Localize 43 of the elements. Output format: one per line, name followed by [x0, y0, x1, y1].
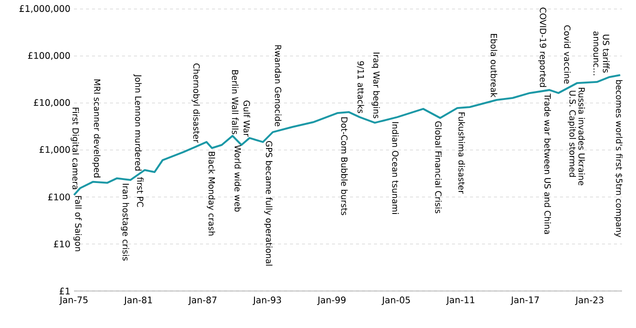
annotation: Iraq War begins [372, 52, 380, 118]
annotation: becomes world's first $5trn company [614, 80, 623, 238]
annotation: COVID-19 reported [538, 8, 546, 87]
annotation: 9/11 attacks [356, 61, 364, 114]
y-tick-label: £1 [60, 288, 70, 294]
x-tick-label: Jan-93 [252, 296, 281, 305]
annotation: Dot-Com Bubble bursts [341, 117, 348, 216]
y-tick-label: £100 [48, 194, 70, 200]
x-tick-label: Jan-87 [188, 296, 216, 305]
annotation: Berlin Wall falls [232, 70, 238, 134]
annotation: US tariffs announc… [593, 31, 610, 76]
annotation: John Lennon murdered [133, 74, 142, 170]
annotation: First Digital camera [70, 108, 80, 190]
y-tick-label: £1,000 [40, 146, 70, 154]
y-tick-label: £10,000 [34, 99, 70, 107]
annotation: Ebola outbreak [490, 34, 498, 98]
x-tick-label: Jan-75 [59, 296, 88, 305]
annotation: first PC [136, 177, 144, 207]
annotation: Fukushima disaster [458, 112, 466, 194]
annotation: Fall of Saigon [73, 196, 82, 252]
annotation: Iran hostage crisis [120, 184, 130, 261]
x-tick-label: Jan-99 [317, 296, 346, 305]
annotation: Gulf War [244, 100, 250, 137]
annotation: World wide web [234, 145, 242, 212]
annotation: Chernobyl disaster [192, 64, 200, 143]
annotation: Indian Ocean tsunami [392, 122, 399, 214]
y-tick-label: £10 [54, 240, 70, 248]
annotation: MRI scanner developed [92, 79, 101, 178]
y-tick-label: £1,000,000 [20, 5, 70, 13]
annotation: Trade war between US and China [544, 94, 551, 234]
annotation: GPS became fully operational [264, 141, 272, 266]
annotation: Global Financial Crisis [435, 121, 442, 214]
annotation: Rwandan Genocide [274, 45, 282, 126]
annotation: Russia invades Ukraine [578, 88, 585, 186]
x-tick-label: Jan-11 [446, 296, 474, 305]
x-tick-label: Jan-23 [575, 296, 604, 305]
x-tick-label: Jan-05 [382, 296, 410, 305]
x-tick-label: Jan-81 [124, 296, 152, 305]
x-tick-label: Jan-17 [510, 296, 539, 305]
annotation: U.S. Capitol stormed [568, 90, 576, 177]
annotation: Covid vaccine [564, 25, 571, 84]
annotation: Black Monday crash [206, 152, 216, 236]
y-tick-label: £100,000 [28, 52, 70, 60]
